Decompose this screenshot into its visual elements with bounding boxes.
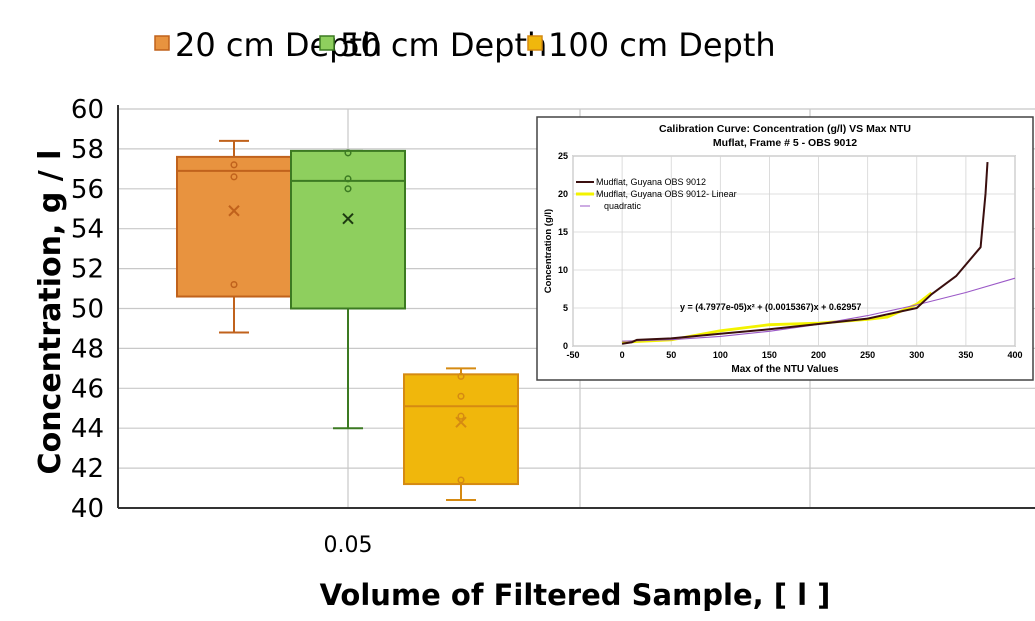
inset-equation: y = (4.7977e-05)x² + (0.0015367)x + 0.62… [680, 302, 861, 312]
inset-x-tick-label: 250 [860, 350, 875, 360]
data-point [457, 412, 465, 420]
data-point [344, 185, 352, 193]
mean-marker [342, 213, 354, 225]
y-tick-label: 56 [71, 175, 104, 205]
box-iqr [290, 149, 406, 310]
box-2 [290, 149, 406, 430]
y-tick-label: 46 [71, 374, 104, 404]
inset-x-tick-label: 200 [811, 350, 826, 360]
data-point [457, 476, 465, 484]
inset-y-tick-label: 15 [558, 227, 568, 237]
y-tick-label: 58 [71, 135, 104, 165]
inset-x-tick-label: 400 [1007, 350, 1022, 360]
legend-label: 100 cm Depth [548, 26, 776, 64]
y-tick-label: 52 [71, 255, 104, 285]
data-point [344, 149, 352, 157]
y-axis-title: Concentration, g / l [33, 150, 68, 475]
inset-x-tick-label: 0 [620, 350, 625, 360]
inset-legend-label: quadratic [604, 201, 642, 211]
legend-label: 20 cm Depth [175, 26, 382, 64]
inset-x-tick-label: 100 [713, 350, 728, 360]
y-tick-label: 60 [71, 95, 104, 125]
y-tick-label: 54 [71, 215, 104, 245]
legend-label: 50 cm Depth [340, 26, 547, 64]
inset-y-tick-label: 0 [563, 341, 568, 351]
data-point [230, 161, 238, 169]
data-point [457, 392, 465, 400]
inset-x-tick-label: 300 [909, 350, 924, 360]
inset-y-axis-title: Concentration (g/l) [543, 209, 554, 293]
x-tick-label: 0.05 [324, 533, 373, 558]
y-tick-label: 50 [71, 295, 104, 325]
inset-x-axis-title: Max of the NTU Values [731, 364, 839, 375]
inset-subtitle: Muflat, Frame # 5 - OBS 9012 [713, 137, 857, 149]
y-tick-label: 44 [71, 414, 104, 444]
box-iqr [403, 373, 519, 486]
inset-x-tick-label: 350 [958, 350, 973, 360]
legend-swatch [319, 35, 335, 51]
inset-y-tick-label: 10 [558, 265, 568, 275]
legend-swatch [527, 35, 543, 51]
y-tick-label: 42 [71, 454, 104, 484]
y-tick-label: 40 [71, 494, 104, 524]
inset-x-tick-label: 50 [666, 350, 676, 360]
box-iqr [176, 155, 292, 298]
inset-y-tick-label: 25 [558, 151, 568, 161]
data-point [230, 281, 238, 289]
mean-marker [455, 416, 467, 428]
data-point [344, 175, 352, 183]
x-axis-title: Volume of Filtered Sample, [ l ] [320, 578, 831, 612]
data-point [457, 372, 465, 380]
inset-series-line-1 [621, 162, 989, 345]
data-point [230, 173, 238, 181]
inset-legend-label: Mudflat, Guyana OBS 9012 [596, 177, 706, 187]
inset-title: Calibration Curve: Concentration (g/l) V… [659, 123, 911, 135]
inset-x-tick-label: 150 [762, 350, 777, 360]
inset-y-tick-label: 20 [558, 189, 568, 199]
mean-marker [228, 205, 240, 217]
inset-legend-label: Mudflat, Guyana OBS 9012- Linear [596, 189, 737, 199]
legend-swatch [154, 35, 170, 51]
inset-y-tick-label: 5 [563, 303, 568, 313]
box-3 [403, 367, 519, 502]
box-1 [176, 139, 292, 334]
y-tick-label: 48 [71, 334, 104, 364]
inset-x-tick-label: -50 [566, 350, 579, 360]
